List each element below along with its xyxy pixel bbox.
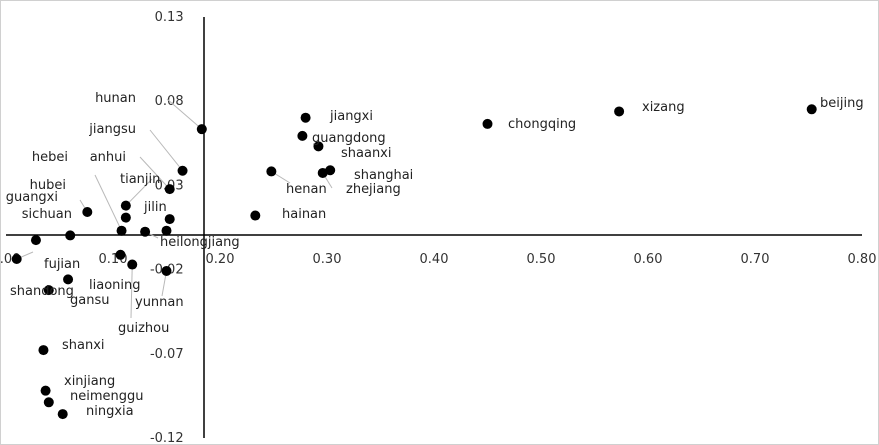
point-xinjiang bbox=[40, 385, 51, 396]
point-chongqing bbox=[482, 118, 493, 129]
point-unlabeled-2 bbox=[161, 225, 172, 236]
point-guangdong bbox=[297, 130, 308, 141]
leader-line bbox=[139, 156, 171, 190]
y-tick-label: -0.12 bbox=[150, 431, 184, 445]
point-label-hunan: hunan bbox=[95, 91, 136, 106]
point-label-sichuan: sichuan bbox=[22, 207, 72, 222]
x-tick-label: 0.50 bbox=[527, 252, 556, 267]
point-label-gansu: gansu bbox=[70, 293, 109, 308]
point-label-yunnan: yunnan bbox=[135, 295, 184, 310]
point-label-shaanxi: shaanxi bbox=[341, 146, 392, 161]
point-heilongjiang bbox=[140, 226, 151, 237]
x-tick-label: 0.60 bbox=[634, 252, 663, 267]
point-shanxi bbox=[38, 345, 49, 356]
point-label-shandong: shandong bbox=[10, 284, 74, 299]
point-label-liaoning: liaoning bbox=[89, 278, 141, 293]
point-label-hubei: hubei bbox=[30, 178, 66, 193]
point-jiangsu bbox=[177, 165, 188, 176]
point-jiangxi bbox=[300, 112, 311, 123]
x-tick-label: 0.30 bbox=[313, 252, 342, 267]
x-tick-labels: 0.000.100.200.300.400.500.600.700.80 bbox=[0, 252, 876, 267]
point-hubei bbox=[30, 235, 41, 246]
leader-line bbox=[130, 264, 133, 319]
point-jilin bbox=[120, 212, 131, 223]
point-zhejiang bbox=[317, 167, 328, 178]
point-label-zhejiang: zhejiang bbox=[346, 182, 401, 197]
x-tick-label: 0.80 bbox=[848, 252, 877, 267]
point-ningxia bbox=[57, 409, 68, 420]
point-hunan bbox=[196, 124, 207, 135]
point-henan bbox=[266, 166, 277, 177]
point-hainan bbox=[250, 210, 261, 221]
point-label-shanghai: shanghai bbox=[354, 168, 413, 183]
y-tick-label: 0.08 bbox=[155, 94, 184, 109]
point-label-jiangsu: jiangsu bbox=[88, 122, 136, 137]
point-tianjin bbox=[120, 200, 131, 211]
point-label-hebei: hebei bbox=[32, 150, 68, 165]
point-gansu bbox=[43, 285, 54, 296]
leader-line bbox=[149, 129, 183, 172]
x-tick-label: 0.70 bbox=[741, 252, 770, 267]
point-hebei bbox=[116, 225, 127, 236]
point-label-heilongjiang: heilongjiang bbox=[160, 235, 240, 250]
point-label-neimenggu: neimenggu bbox=[70, 389, 144, 404]
point-label-tianjin: tianjin bbox=[120, 172, 160, 187]
leader-line bbox=[94, 174, 123, 231]
point-sichuan bbox=[65, 230, 76, 241]
point-label-shanxi: shanxi bbox=[62, 338, 105, 353]
point-liaoning bbox=[115, 249, 126, 260]
y-tick-labels: 0.130.080.03-0.02-0.07-0.12 bbox=[150, 10, 184, 445]
y-tick-label: -0.07 bbox=[150, 347, 184, 362]
point-unlabeled-1 bbox=[164, 214, 175, 225]
leader-line bbox=[125, 178, 153, 206]
point-yunnan bbox=[161, 265, 172, 276]
point-label-ningxia: ningxia bbox=[86, 404, 134, 419]
point-label-chongqing: chongqing bbox=[508, 117, 576, 132]
point-label-henan: henan bbox=[286, 182, 327, 197]
point-neimenggu bbox=[43, 397, 54, 408]
point-label-fujian: fujian bbox=[44, 257, 80, 272]
point-label-anhui: anhui bbox=[90, 150, 126, 165]
x-tick-label: 0.20 bbox=[206, 252, 235, 267]
y-tick-label: 0.13 bbox=[155, 10, 184, 25]
point-anhui bbox=[164, 184, 175, 195]
point-guizhou bbox=[127, 259, 138, 270]
point-label-guangdong: guangdong bbox=[312, 131, 386, 146]
x-tick-label: 0.40 bbox=[420, 252, 449, 267]
data-points bbox=[11, 104, 817, 420]
point-beijing bbox=[806, 104, 817, 115]
point-label-beijing: beijing bbox=[820, 96, 864, 111]
point-label-guangxi: guangxi bbox=[6, 190, 58, 205]
point-label-jilin: jilin bbox=[143, 200, 167, 215]
point-labels: beijingxizangchongqingjiangxiguangdongsh… bbox=[6, 91, 864, 419]
point-label-hainan: hainan bbox=[282, 207, 326, 222]
point-label-xizang: xizang bbox=[642, 100, 685, 115]
point-shaanxi bbox=[313, 141, 324, 152]
point-shandong bbox=[63, 274, 74, 285]
point-label-xinjiang: xinjiang bbox=[64, 374, 115, 389]
point-label-guizhou: guizhou bbox=[118, 321, 169, 336]
point-fujian bbox=[11, 253, 22, 264]
point-label-jiangxi: jiangxi bbox=[329, 109, 373, 124]
point-xizang bbox=[614, 106, 625, 117]
leader-line bbox=[166, 98, 203, 130]
point-guangxi bbox=[82, 207, 93, 218]
